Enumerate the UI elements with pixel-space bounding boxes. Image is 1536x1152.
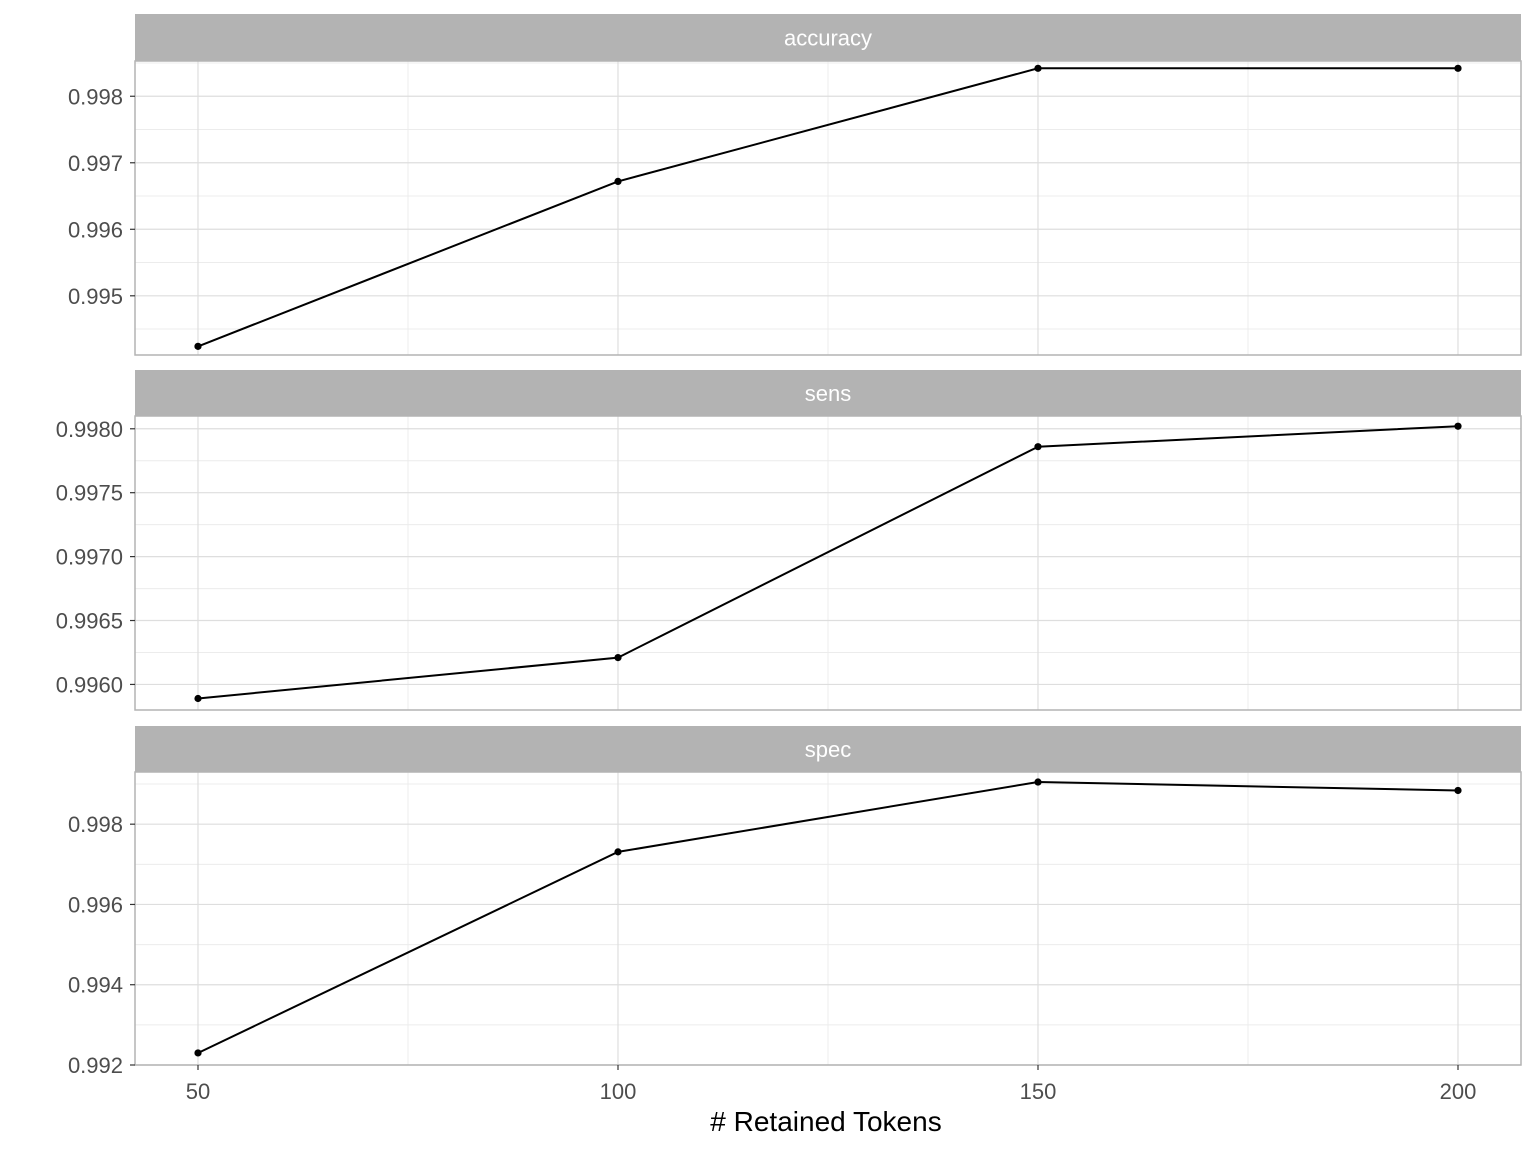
data-point [1034, 64, 1042, 72]
panel-sens: sens 0.9960 0.9965 0.9970 0.9975 0.9980 [56, 370, 1522, 711]
y-tick-label: 0.998 [68, 812, 123, 837]
y-tick-label: 0.996 [68, 217, 123, 242]
facet-strip-label: spec [805, 737, 851, 762]
x-axis-title: # Retained Tokens [710, 1106, 941, 1137]
y-tick-label: 0.9970 [56, 545, 123, 570]
x-tick-label: 200 [1440, 1079, 1477, 1104]
data-point [1034, 778, 1042, 786]
panel-accuracy: accuracy 0.995 0.996 0.997 0.998 [68, 14, 1522, 356]
y-tick-label: 0.992 [68, 1053, 123, 1078]
y-tick-label: 0.996 [68, 892, 123, 917]
y-tick-label: 0.9960 [56, 672, 123, 697]
series-line [197, 425, 1459, 700]
data-point [614, 653, 622, 662]
x-axis: 50 100 150 200 [186, 1065, 1477, 1104]
x-tick-label: 150 [1020, 1079, 1057, 1104]
data-point [194, 694, 202, 703]
y-tick-label: 0.995 [68, 284, 123, 309]
data-point [1454, 422, 1462, 430]
series-line [197, 780, 1459, 1054]
panel-spec: spec 0.992 0.994 0.996 0.998 [68, 726, 1522, 1078]
data-point [1454, 64, 1462, 72]
facet-strip [135, 726, 1521, 772]
data-point [1034, 443, 1042, 451]
data-point [194, 342, 202, 350]
y-tick-label: 0.9980 [56, 417, 123, 442]
y-tick-label: 0.998 [68, 84, 123, 109]
data-point [614, 848, 622, 856]
y-tick-label: 0.9975 [56, 481, 123, 506]
y-tick-label: 0.994 [68, 973, 123, 998]
x-tick-label: 100 [600, 1079, 637, 1104]
facet-strip [135, 370, 1521, 416]
facet-strip-label: accuracy [784, 26, 872, 51]
y-tick-label: 0.997 [68, 151, 123, 176]
panels-layer: accuracy 0.995 0.996 0.997 0.998 sens 0.9960 0.… [56, 14, 1522, 1078]
data-point [614, 177, 622, 185]
data-point [194, 1049, 202, 1057]
data-point [1454, 786, 1462, 795]
facet-strip [135, 14, 1521, 61]
x-tick-label: 50 [186, 1079, 210, 1104]
facet-strip-label: sens [805, 381, 851, 406]
y-tick-label: 0.9965 [56, 609, 123, 634]
series-line [197, 67, 1458, 348]
